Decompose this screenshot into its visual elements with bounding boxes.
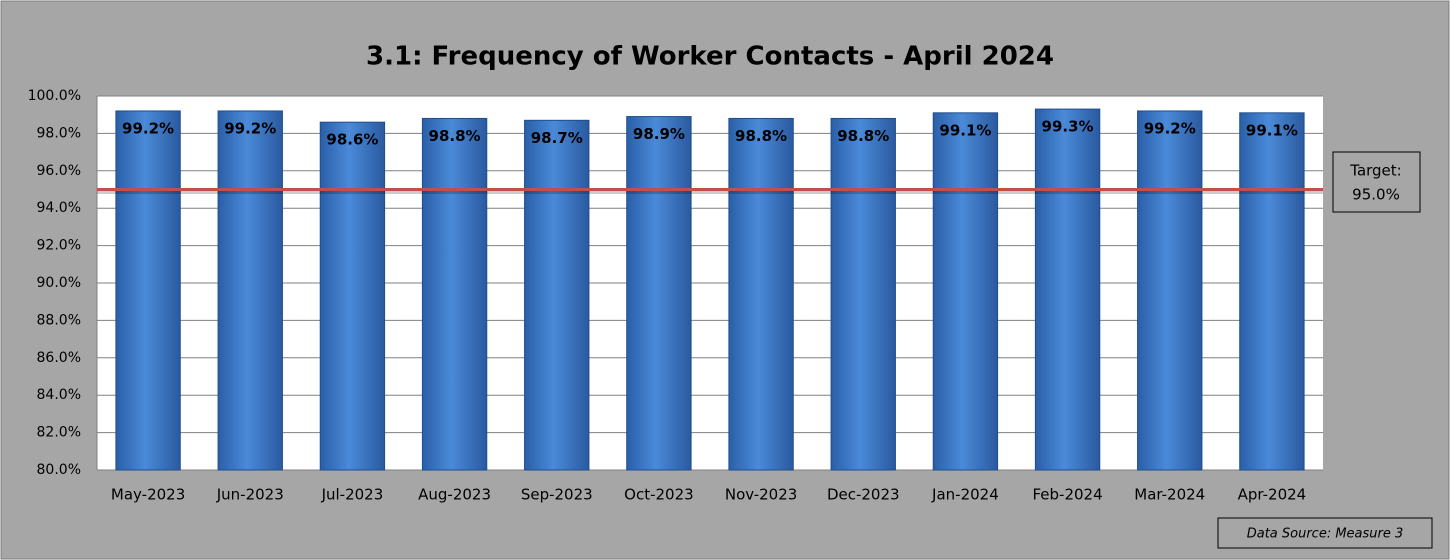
bar	[1137, 110, 1203, 471]
value-label: 98.8%	[735, 127, 787, 145]
value-label: 99.2%	[122, 119, 174, 137]
value-label: 98.9%	[633, 125, 685, 143]
y-tick-label: 94.0%	[37, 200, 81, 216]
x-tick-label: Jun-2023	[216, 486, 284, 504]
y-tick-label: 100.0%	[28, 88, 81, 104]
value-label: 99.2%	[224, 119, 276, 137]
x-tick-label: Feb-2024	[1033, 486, 1103, 504]
source-box	[1217, 517, 1433, 549]
chart-title: 3.1: Frequency of Worker Contacts - Apri…	[366, 42, 1054, 72]
bar	[217, 110, 283, 471]
x-tick-label: May-2023	[111, 486, 185, 504]
x-tick-label: Apr-2024	[1238, 486, 1307, 504]
y-tick-label: 80.0%	[37, 462, 81, 478]
x-tick-label: Sep-2023	[521, 486, 593, 504]
bar	[626, 116, 692, 471]
x-tick-label: Jan-2024	[931, 486, 999, 504]
bar	[115, 110, 181, 471]
bar	[524, 119, 590, 471]
bar	[1034, 108, 1101, 471]
bar	[421, 117, 488, 471]
bar	[728, 117, 794, 471]
bar	[319, 121, 386, 471]
value-label: 98.7%	[531, 129, 583, 147]
bar	[1239, 112, 1305, 471]
target-value-label: 95.0%	[1352, 186, 1400, 204]
y-tick-label: 90.0%	[37, 275, 81, 291]
y-tick-label: 86.0%	[37, 350, 81, 366]
value-label: 99.1%	[1246, 121, 1298, 139]
y-tick-label: 96.0%	[37, 163, 81, 179]
x-tick-label: Dec-2023	[827, 486, 900, 504]
bar	[932, 112, 999, 471]
x-tick-label: Aug-2023	[418, 486, 491, 504]
y-tick-label: 98.0%	[37, 125, 81, 141]
value-label: 98.8%	[837, 127, 889, 145]
y-tick-label: 82.0%	[37, 425, 81, 441]
y-tick-label: 84.0%	[37, 387, 81, 403]
bar	[830, 117, 896, 471]
value-label: 98.6%	[326, 131, 378, 149]
x-tick-label: Nov-2023	[725, 486, 797, 504]
y-tick-label: 92.0%	[37, 238, 81, 254]
value-label: 99.3%	[1042, 118, 1094, 136]
value-label: 98.8%	[429, 127, 481, 145]
x-tick-label: Mar-2024	[1134, 486, 1205, 504]
y-tick-label: 88.0%	[37, 312, 81, 328]
data-source: Data Source: Measure 3	[1247, 527, 1404, 542]
value-label: 99.1%	[939, 121, 991, 139]
x-tick-label: Oct-2023	[624, 486, 694, 504]
target-box	[1332, 151, 1421, 213]
x-tick-label: Jul-2023	[321, 486, 384, 504]
target-label: Target:	[1349, 162, 1401, 180]
value-label: 99.2%	[1144, 119, 1196, 137]
